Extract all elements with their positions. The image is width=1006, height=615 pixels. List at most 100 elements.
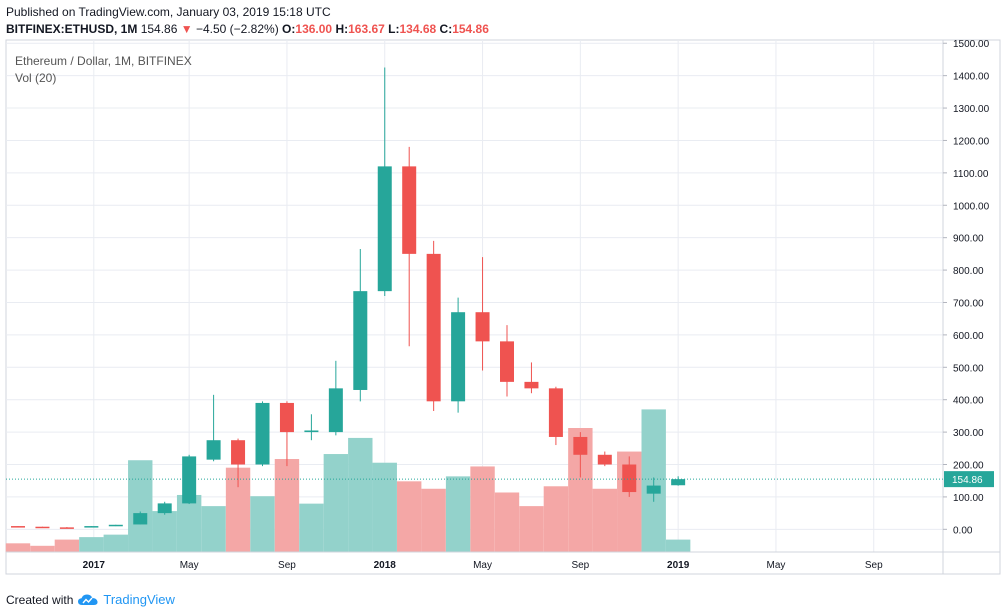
candle-body (622, 464, 637, 493)
time-tick-label: May (473, 560, 492, 571)
volume-legend: Vol (20) (15, 71, 56, 85)
candle-body (451, 312, 466, 402)
price-chart[interactable]: 0.00 100.00 200.00 300.00 400.00 500.00 600.00… (0, 38, 1006, 578)
volume-bar (372, 462, 397, 552)
grid-lines (6, 40, 943, 552)
time-tick-label: 2017 (83, 560, 106, 571)
candle-body (573, 436, 588, 455)
volume-bar (445, 476, 471, 552)
time-tick-label: Sep (278, 560, 296, 571)
chart-title: Ethereum / Dollar, 1M, BITFINEX (15, 54, 192, 68)
time-tick-label: Sep (571, 560, 589, 571)
volume-bar (323, 454, 349, 552)
price-tick-label: 800.00 (953, 266, 984, 277)
volume-bar (201, 506, 226, 552)
price-tick-label: 300.00 (953, 428, 984, 439)
open-label: O: (282, 22, 296, 36)
candle-body (255, 402, 270, 465)
tradingview-cloud-icon (78, 594, 98, 605)
price-tick-label: 1400.00 (953, 72, 990, 83)
price-tick-label: 400.00 (953, 396, 984, 407)
current-price-badge (944, 471, 994, 488)
candle-body (328, 388, 343, 433)
candle-body (402, 166, 417, 254)
volume-bar (421, 488, 446, 552)
price-tick-label: 700.00 (953, 298, 984, 309)
candle-body (304, 430, 319, 433)
volume-bar (176, 494, 202, 552)
price-change: −4.50 (−2.82%) (195, 22, 279, 36)
time-tick-label: May (180, 560, 199, 571)
candle-body (157, 503, 172, 514)
candle-body (671, 479, 686, 486)
price-tick-label: 600.00 (953, 331, 984, 342)
volume-bar (494, 492, 520, 552)
price-tick-label: 1500.00 (953, 39, 990, 50)
candle-body (11, 526, 25, 528)
price-tick-label: 500.00 (953, 363, 984, 374)
time-tick-label: 2018 (374, 560, 397, 571)
price-tick-label: 900.00 (953, 234, 984, 245)
footer: Created with TradingView (6, 592, 175, 607)
last-price: 154.86 (140, 22, 178, 36)
price-tick-label: 1000.00 (953, 201, 990, 212)
volume-bars (5, 409, 691, 552)
candle-body (35, 526, 50, 529)
volume-bar (103, 534, 128, 552)
price-tick-label: 1200.00 (953, 136, 990, 147)
time-tick-label: May (766, 560, 785, 571)
candles (11, 67, 686, 529)
candle-body (279, 402, 294, 433)
volume-bar (250, 496, 275, 552)
down-arrow-icon: ▼ (180, 22, 193, 36)
candle-body (84, 526, 99, 528)
low-value: 134.68 (399, 22, 437, 36)
tradingview-brand[interactable]: TradingView (103, 592, 175, 607)
candle-body (548, 388, 563, 437)
time-tick-label: 2019 (667, 560, 690, 571)
chart-border (5, 39, 1001, 575)
volume-bar (274, 459, 300, 552)
open-value: 136.00 (295, 22, 333, 36)
high-value: 163.67 (348, 22, 385, 36)
volume-bar (397, 481, 422, 552)
time-tick-label: Sep (865, 560, 883, 571)
time-axis[interactable]: 2017 May Sep 2018 May Sep 2019 May Sep (83, 560, 883, 571)
price-tick-label: 1100.00 (953, 169, 989, 180)
price-tick-label: 100.00 (953, 493, 984, 504)
candle-body (59, 527, 74, 529)
price-axis[interactable]: 0.00 100.00 200.00 300.00 400.00 500.00 600.00… (943, 39, 990, 536)
ohlc-legend: BITFINEX:ETHUSD, 1M 154.86 ▼ −4.50 (−2.8… (6, 22, 489, 36)
candle-body (500, 341, 514, 382)
volume-bar (79, 537, 104, 552)
volume-bar (299, 503, 324, 552)
candle-body (426, 253, 441, 402)
volume-bar (543, 486, 569, 552)
candle-body (206, 440, 221, 460)
volume-bar (54, 539, 80, 552)
volume-bar (30, 545, 55, 552)
volume-bar (128, 460, 153, 552)
volume-bar (665, 539, 691, 552)
candle-body (377, 166, 392, 292)
close-label: C: (439, 22, 453, 36)
current-price-marker: 154.86 (6, 471, 994, 488)
candle-body (524, 381, 539, 389)
volume-bar (470, 466, 495, 552)
price-tick-label: 1300.00 (953, 104, 990, 115)
volume-bar (519, 506, 544, 552)
candle-body (133, 513, 148, 525)
candle-body (231, 440, 246, 465)
volume-bar (348, 437, 373, 552)
price-tick-label: 200.00 (953, 461, 984, 472)
candle-body (182, 456, 197, 504)
symbol-label: BITFINEX:ETHUSD, 1M (6, 22, 138, 36)
published-caption: Published on TradingView.com, January 03… (6, 5, 331, 19)
candle-body (597, 454, 612, 465)
current-price-label: 154.86 (952, 475, 983, 486)
close-value: 154.86 (452, 22, 489, 36)
candle-body (108, 524, 123, 527)
price-tick-label: 0.00 (953, 525, 973, 536)
high-label: H: (335, 22, 349, 36)
candle-body (475, 312, 490, 342)
